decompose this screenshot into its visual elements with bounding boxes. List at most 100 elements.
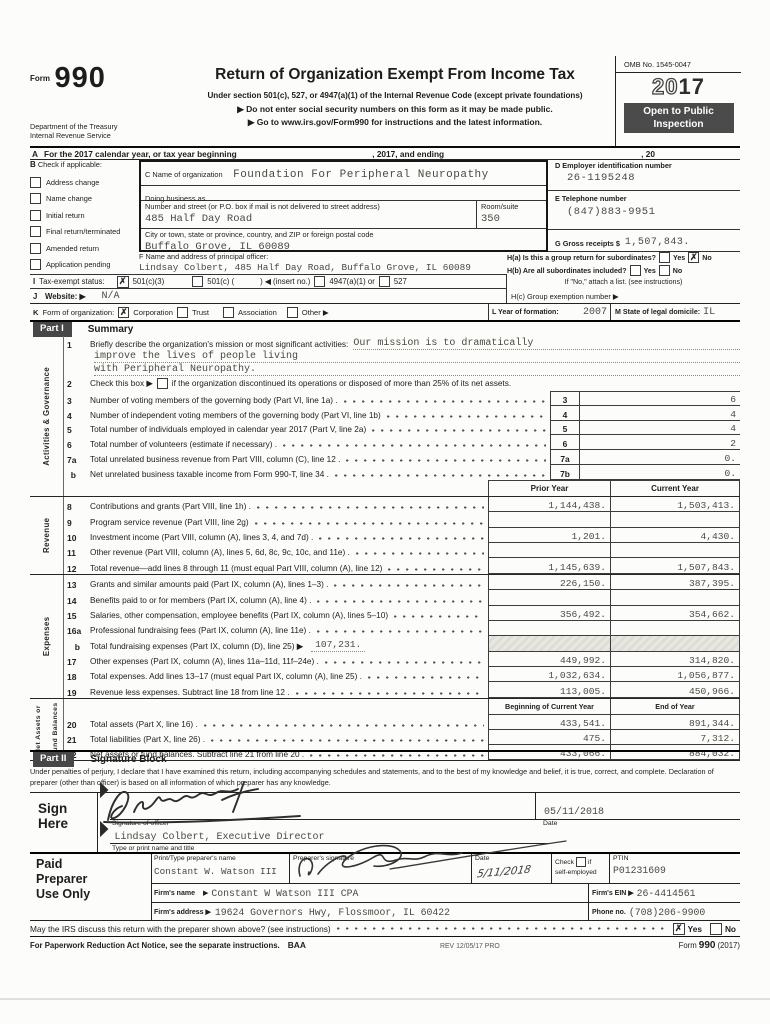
row-value[interactable]: 4: [580, 406, 740, 421]
money-row-9: 9 Program service revenue (Part VIII, li…: [64, 512, 740, 528]
beginning-value[interactable]: 475.: [488, 729, 610, 745]
prior-value[interactable]: [488, 590, 610, 606]
status-501c-checkbox[interactable]: [192, 276, 204, 287]
room-suite-value[interactable]: 350: [481, 213, 500, 225]
row-value[interactable]: 0.: [580, 450, 740, 465]
dot-leader: [203, 723, 484, 727]
name-change-checkbox[interactable]: [30, 193, 41, 205]
prior-value[interactable]: 1,032,634.: [488, 667, 610, 683]
firm-ein-cell[interactable]: Firm's EIN ▶ 26-4414561: [588, 884, 740, 902]
current-value[interactable]: 1,507,843.: [610, 558, 740, 574]
org-name-value[interactable]: Foundation For Peripheral Neuropathy: [233, 169, 489, 181]
association-checkbox[interactable]: [222, 306, 234, 318]
ha-yes-checkbox[interactable]: [658, 252, 670, 263]
row-value[interactable]: 0.: [580, 465, 740, 480]
checkbox-final-return[interactable]: Final return/terminated: [30, 224, 139, 241]
current-value[interactable]: 4,430.: [610, 527, 740, 543]
ein-value[interactable]: 26-1195248: [567, 172, 636, 184]
prior-value[interactable]: 356,492.: [488, 605, 610, 621]
domicile-value[interactable]: IL: [703, 306, 716, 318]
end-value[interactable]: 7,312.: [610, 729, 740, 745]
website-value[interactable]: N/A: [101, 290, 120, 302]
street-value[interactable]: 485 Half Day Road: [145, 213, 253, 225]
current-value[interactable]: [610, 542, 740, 559]
preparer-date-cell[interactable]: Date 5/11/2018: [471, 854, 551, 883]
ha-no-checkbox[interactable]: ✗: [688, 252, 700, 263]
side-label-governance: Activities & Governance: [42, 366, 51, 466]
preparer-name-cell[interactable]: Print/Type preparer's name Constant W. W…: [152, 854, 289, 883]
discuss-yes-checkbox[interactable]: ✗: [672, 922, 685, 935]
gross-receipts-value[interactable]: 1,507,843.: [624, 237, 690, 248]
preparer-signature-cell[interactable]: Preparer's signature: [289, 854, 471, 883]
amended-return-checkbox[interactable]: [30, 242, 41, 254]
mission-value-3-line[interactable]: with Peripheral Neuropathy.: [94, 364, 740, 376]
mission-value-1-line[interactable]: Our mission is to dramatically: [353, 338, 740, 350]
discuss-no-checkbox[interactable]: [709, 922, 722, 935]
checkbox-initial-return[interactable]: Initial return: [30, 207, 139, 224]
preparer-row-1: Print/Type preparer's name Constant W. W…: [152, 854, 740, 884]
checkbox-amended-return[interactable]: Amended return: [30, 240, 139, 257]
current-value[interactable]: [610, 512, 740, 528]
typed-name-field[interactable]: Lindsay Colbert, Executive Director: [110, 830, 549, 844]
prior-value[interactable]: 449,992.: [488, 651, 610, 668]
prior-value[interactable]: 113,005.: [488, 682, 610, 698]
hb-no-checkbox[interactable]: [658, 265, 670, 276]
status-527-checkbox[interactable]: [378, 276, 390, 287]
current-value[interactable]: [610, 620, 740, 637]
trust-checkbox[interactable]: [176, 306, 188, 318]
current-value[interactable]: 354,662.: [610, 605, 740, 621]
row-value[interactable]: 2: [580, 435, 740, 451]
self-employed-checkbox[interactable]: [575, 857, 586, 867]
officer-date-field[interactable]: 05/11/2018: [535, 793, 740, 820]
status-4947-checkbox[interactable]: [314, 276, 326, 287]
current-value[interactable]: [610, 590, 740, 606]
prior-value[interactable]: [488, 542, 610, 559]
firm-name-cell[interactable]: Firm's name ▶ Constant W Watson III CPA: [152, 888, 588, 899]
discontinued-checkbox[interactable]: [156, 378, 168, 389]
row-value[interactable]: 4: [580, 421, 740, 436]
application-pending-checkbox[interactable]: [30, 259, 41, 271]
address-change-checkbox[interactable]: [30, 176, 41, 188]
phone-cell[interactable]: Phone no. (708)206-9900: [588, 903, 740, 921]
street-cell[interactable]: Number and street (or P.O. box if mail i…: [141, 201, 476, 228]
prior-value[interactable]: [488, 620, 610, 637]
hb-yes-checkbox[interactable]: [629, 265, 641, 276]
ptin-cell[interactable]: PTIN P01231609: [609, 854, 740, 883]
row-value[interactable]: 6: [580, 391, 740, 406]
mission-value-2-line[interactable]: improve the lives of people living: [94, 351, 740, 363]
firm-address-cell[interactable]: Firm's address ▶ 19624 Governors Hwy, Fl…: [152, 907, 588, 918]
dba-row[interactable]: Doing business as: [141, 186, 546, 203]
current-value[interactable]: 314,820.: [610, 651, 740, 668]
current-value[interactable]: 387,395.: [610, 574, 740, 591]
row-label: Grants and similar amounts paid (Part IX…: [90, 580, 329, 590]
beginning-value[interactable]: 433,541.: [488, 714, 610, 730]
prior-value[interactable]: 1,145,639.: [488, 558, 610, 574]
phone-value[interactable]: (847)883-9951: [567, 206, 656, 218]
principal-officer-value[interactable]: Lindsay Colbert, 485 Half Day Road, Buff…: [139, 262, 471, 273]
final-return-checkbox[interactable]: [30, 226, 41, 238]
corporation-checkbox[interactable]: ✗: [118, 306, 130, 318]
checkbox-name-change[interactable]: Name change: [30, 191, 139, 208]
current-value[interactable]: 1,503,413.: [610, 496, 740, 513]
prior-value[interactable]: 226,150.: [488, 574, 610, 591]
beginning-value[interactable]: 433,066.: [488, 744, 610, 760]
other-checkbox[interactable]: [286, 306, 298, 318]
checkbox-address-change[interactable]: Address change: [30, 174, 139, 191]
status-501c3-checkbox[interactable]: ✗: [116, 275, 129, 288]
prior-value[interactable]: 1,201.: [488, 527, 610, 543]
end-value[interactable]: 891,344.: [610, 714, 740, 730]
prior-value[interactable]: 1,144,438.: [488, 496, 610, 513]
checkbox-application-pending[interactable]: Application pending: [30, 257, 139, 274]
officer-signature-field[interactable]: [110, 793, 535, 820]
end-value[interactable]: 884,032.: [610, 744, 740, 760]
city-row[interactable]: City or town, state or province, country…: [141, 229, 546, 254]
money-row-16a: 16a Professional fundraising fees (Part …: [64, 620, 740, 637]
initial-return-checkbox[interactable]: [30, 209, 41, 221]
room-suite-cell[interactable]: Room/suite 350: [476, 201, 546, 228]
fundraising-expenses-value[interactable]: 107,231.: [311, 639, 366, 652]
city-value[interactable]: Buffalo Grove, IL 60089: [145, 241, 290, 253]
prior-value[interactable]: [488, 512, 610, 528]
current-value[interactable]: 1,056,877.: [610, 667, 740, 683]
current-value[interactable]: 450,966.: [610, 682, 740, 698]
formation-value[interactable]: 2007: [582, 306, 607, 318]
